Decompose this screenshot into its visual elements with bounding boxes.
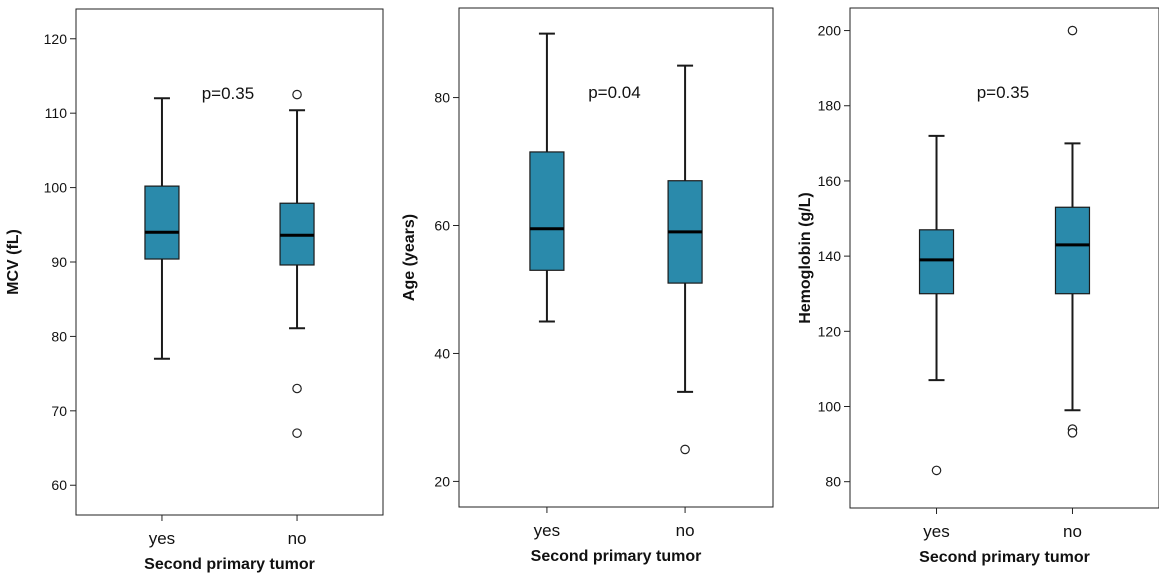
x-category-label-yes: yes <box>149 529 175 548</box>
y-tick-label: 200 <box>818 23 842 39</box>
box-no <box>279 89 315 438</box>
x-category-label-no: no <box>676 521 695 540</box>
x-axis-title: Second primary tumor <box>144 556 315 573</box>
plot-frame <box>849 7 1159 509</box>
iqr-box <box>144 185 180 260</box>
y-tick-label: 70 <box>51 403 67 419</box>
outlier-point <box>292 383 302 394</box>
y-tick-label: 80 <box>51 328 67 344</box>
y-tick-label: 80 <box>825 474 841 490</box>
chart-panel-3: 80 100 120 140 160 180 200 yes no Second primary … <box>797 7 1159 566</box>
iqr-box <box>529 151 565 271</box>
x-category-label-yes: yes <box>534 521 560 540</box>
y-tick-label: 180 <box>818 98 842 114</box>
outlier-point <box>1067 428 1078 438</box>
y-axis-title: MCV (fL) <box>5 229 22 295</box>
x-category-label-yes: yes <box>923 522 949 541</box>
plot-frame <box>458 7 774 508</box>
y-axis-title: Hemoglobin (g/L) <box>797 192 814 324</box>
outlier-point <box>931 465 942 476</box>
y-tick-label: 40 <box>434 345 450 361</box>
outlier-point <box>1067 25 1078 36</box>
y-tick-label: 120 <box>818 323 842 339</box>
p-value-annotation: p=0.04 <box>588 83 640 102</box>
x-axis-title: Second primary tumor <box>919 549 1090 566</box>
p-value-annotation: p=0.35 <box>977 83 1029 102</box>
y-tick-label: 80 <box>434 90 450 106</box>
outlier-point <box>680 444 690 455</box>
iqr-box <box>918 229 955 295</box>
box-yes <box>144 97 180 360</box>
y-tick-label: 90 <box>51 254 67 270</box>
outlier-point <box>292 428 302 438</box>
p-value-annotation: p=0.35 <box>202 84 254 103</box>
box-yes <box>529 32 565 323</box>
y-tick-label: 140 <box>818 248 842 264</box>
y-axis-title: Age (years) <box>401 214 418 301</box>
box-yes <box>918 134 955 476</box>
x-axis-title: Second primary tumor <box>531 548 702 565</box>
y-tick-label: 100 <box>818 398 842 414</box>
chart-panel-2: 20 40 60 80 yes no Second primary tumor Age (ye… <box>401 7 774 565</box>
x-category-label-no: no <box>1063 522 1082 541</box>
y-tick-label: 100 <box>44 180 68 196</box>
y-tick-label: 60 <box>434 218 450 234</box>
y-tick-label: 60 <box>51 477 67 493</box>
y-tick-label: 20 <box>434 473 450 489</box>
y-tick-label: 160 <box>818 173 842 189</box>
x-category-label-no: no <box>288 529 307 548</box>
box-no <box>1054 25 1091 438</box>
box-no <box>667 64 703 455</box>
outlier-point <box>292 89 302 100</box>
y-tick-label: 110 <box>45 105 68 121</box>
y-tick-label: 120 <box>44 31 68 47</box>
iqr-box <box>1054 206 1091 295</box>
chart-panel-1: 60 70 80 90 100 110 120 yes no Second primary tum… <box>5 8 384 573</box>
